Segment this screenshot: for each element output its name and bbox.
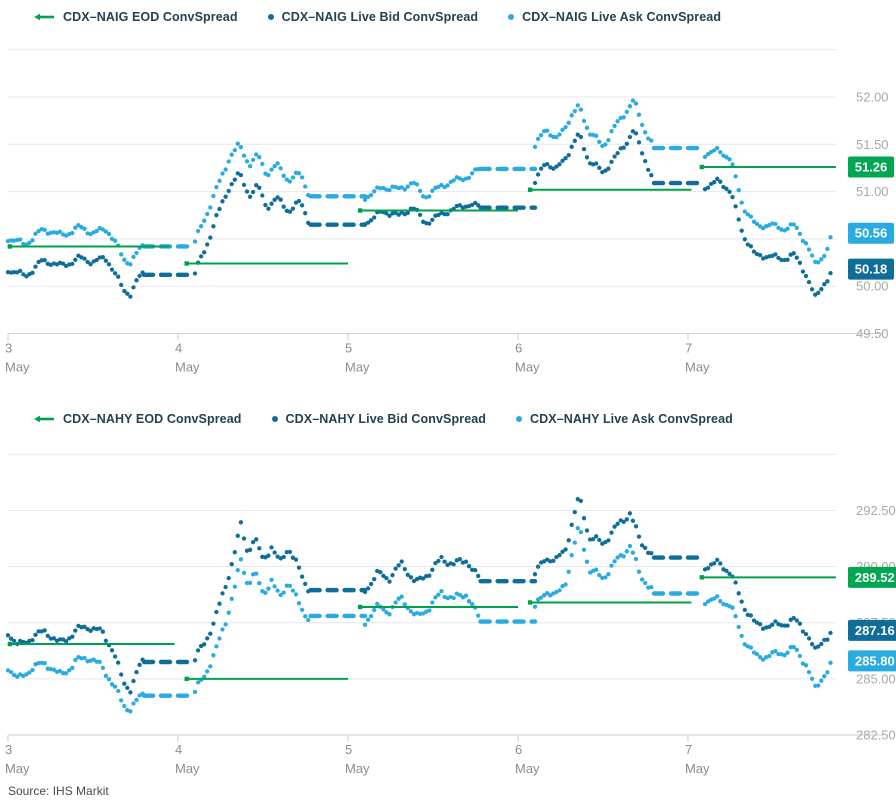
ask-dot-marker-icon — [516, 416, 523, 422]
x-axis: 3 May 4 May 5 May 6 May 7 May — [5, 735, 710, 776]
gridlines — [8, 49, 884, 334]
x-tick-day: 5 — [345, 341, 352, 356]
chart-cdx-naig: 49.5050.0050.5051.0051.5052.003May4May5M… — [5, 49, 894, 375]
legend-label: CDX–NAIG Live Bid ConvSpread — [281, 10, 479, 24]
ask-series-dots — [5, 526, 833, 714]
last-value-badge — [848, 222, 894, 244]
legend-label: CDX–NAHY EOD ConvSpread — [63, 412, 242, 426]
source-note: Source: IHS Markit — [8, 784, 109, 798]
x-tick-day: 7 — [685, 341, 692, 356]
legend-item-naig-ask[interactable]: CDX–NAIG Live Ask ConvSpread — [508, 10, 721, 24]
last-value-badge — [848, 566, 896, 588]
x-tick-month: May — [345, 761, 370, 776]
last-value-badge-label: 50.18 — [855, 262, 888, 277]
x-tick-day: 6 — [515, 341, 522, 356]
legend-label: CDX–NAIG EOD ConvSpread — [63, 10, 238, 24]
chart-cdx-nahy: 282.50285.00287.50290.00292.503May4May5M… — [5, 453, 896, 776]
bid-series-dots — [5, 497, 833, 695]
last-value-badge-label: 289.52 — [855, 570, 895, 585]
x-tick-month: May — [175, 360, 200, 375]
y-tick-label: 49.50 — [856, 326, 889, 341]
legend-naig: CDX–NAIG EOD ConvSpread CDX–NAIG Live Bi… — [33, 10, 721, 24]
eod-line-segments — [7, 575, 836, 682]
y-tick-label: 50.00 — [856, 279, 889, 294]
legend-item-nahy-ask[interactable]: CDX–NAHY Live Ask ConvSpread — [516, 412, 733, 426]
last-value-badge-label: 51.26 — [855, 160, 888, 175]
last-value-badge — [848, 619, 896, 641]
last-value-badge-label: 50.56 — [855, 226, 888, 241]
last-value-badge — [848, 650, 896, 672]
y-tick-label: 282.50 — [856, 728, 896, 743]
ask-dot-marker-icon — [508, 14, 515, 20]
ask-series-dots — [5, 98, 833, 267]
x-tick-month: May — [515, 360, 540, 375]
bid-dot-marker-icon — [267, 14, 274, 20]
last-value-badge-label: 285.80 — [855, 653, 895, 668]
y-tick-label: 51.50 — [856, 137, 889, 152]
x-tick-day: 3 — [5, 742, 12, 757]
legend-item-nahy-bid[interactable]: CDX–NAHY Live Bid ConvSpread — [271, 412, 487, 426]
y-tick-label: 292.50 — [856, 503, 896, 518]
legend-label: CDX–NAHY Live Ask ConvSpread — [530, 412, 733, 426]
legend-item-nahy-eod[interactable]: CDX–NAHY EOD ConvSpread — [33, 412, 242, 426]
legend-item-naig-eod[interactable]: CDX–NAIG EOD ConvSpread — [33, 10, 238, 24]
eod-line-marker-icon — [34, 13, 54, 21]
y-tick-label: 51.00 — [856, 184, 889, 199]
last-value-badge-label: 287.16 — [855, 623, 895, 638]
last-value-badge — [848, 156, 894, 178]
legend-item-naig-bid[interactable]: CDX–NAIG Live Bid ConvSpread — [267, 10, 479, 24]
x-tick-day: 6 — [515, 742, 522, 757]
x-tick-month: May — [515, 761, 540, 776]
last-value-badge — [848, 258, 894, 280]
x-axis: 3 May 4 May 5 May 6 May 7 May — [5, 333, 710, 375]
x-tick-month: May — [175, 761, 200, 776]
eod-line-segments — [7, 164, 836, 266]
x-tick-day: 7 — [685, 742, 692, 757]
eod-line-marker-icon — [34, 415, 54, 423]
x-tick-day: 4 — [175, 742, 182, 757]
x-tick-day: 3 — [5, 341, 12, 356]
y-tick-label: 285.00 — [856, 671, 896, 686]
legend-label: CDX–NAIG Live Ask ConvSpread — [522, 10, 722, 24]
x-tick-month: May — [345, 360, 370, 375]
closed-market-dashes — [141, 555, 708, 698]
bid-series-dots — [5, 129, 833, 299]
last-value-badges: 289.52 287.16 285.80 — [848, 566, 896, 672]
legend-label: CDX–NAHY Live Bid ConvSpread — [285, 412, 487, 426]
y-tick-label: 52.00 — [856, 90, 889, 105]
gridlines — [8, 453, 884, 736]
bid-dot-marker-icon — [271, 416, 278, 422]
x-tick-month: May — [685, 761, 710, 776]
x-tick-day: 5 — [345, 742, 352, 757]
x-tick-month: May — [685, 360, 710, 375]
last-value-badges: 51.26 50.56 50.18 — [848, 156, 894, 280]
legend-nahy: CDX–NAHY EOD ConvSpread CDX–NAHY Live Bi… — [33, 412, 733, 426]
x-tick-month: May — [5, 761, 30, 776]
x-tick-day: 4 — [175, 341, 182, 356]
x-tick-month: May — [5, 360, 30, 375]
